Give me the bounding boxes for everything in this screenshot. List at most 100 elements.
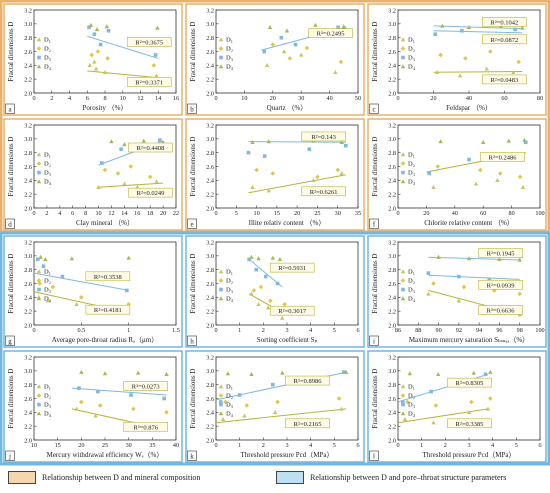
legend-entry: D₄ <box>44 296 52 303</box>
data-point <box>478 167 483 173</box>
data-point <box>488 49 493 54</box>
panel-h: 2.0 2.2 2.4 2.6 2.8 3.0 3.2 0 1 2 3 4 5 6 Fractal dime… <box>185 235 365 348</box>
legend-entry: D₄ <box>44 411 52 418</box>
data-point <box>164 371 169 376</box>
data-point <box>461 284 467 290</box>
data-point <box>74 301 79 306</box>
legend-marker <box>218 296 224 301</box>
fit-line <box>433 30 523 34</box>
x-tick-label: 40 <box>452 210 458 217</box>
legend-entry: D₄ <box>44 64 52 71</box>
legend-marker <box>36 269 42 274</box>
y-tick-label: 3.0 <box>388 253 396 260</box>
data-point <box>516 59 521 65</box>
legend-entry: D₁ <box>44 152 51 159</box>
y-tick-label: 2.4 <box>24 63 32 70</box>
panel-letter: b <box>190 106 194 114</box>
x-tick-label: 5 <box>333 442 336 449</box>
data-point <box>154 179 159 184</box>
y-tick-label: 2.8 <box>388 382 396 389</box>
x-tick-label: 1 <box>127 327 130 334</box>
data-point <box>267 24 273 29</box>
fit-line <box>215 408 347 424</box>
legend-entry: D₃ <box>226 55 233 62</box>
panel-letter-box <box>187 450 197 461</box>
data-point <box>96 184 101 189</box>
y-axis-label: Fractal dimensions D <box>7 369 15 429</box>
data-point <box>438 139 443 144</box>
data-point <box>89 52 94 58</box>
x-tick-label: 2 <box>444 442 447 449</box>
data-point <box>98 42 103 47</box>
data-point <box>141 138 146 143</box>
x-axis-label: Mercury withdrawal efficiency Wₑ（%） <box>47 451 164 459</box>
legend-entry: D₃ <box>408 55 415 62</box>
data-point <box>315 174 320 180</box>
x-tick-label: 10 <box>241 95 247 102</box>
y-tick-label: 2.0 <box>24 90 32 97</box>
r2-box <box>447 377 492 388</box>
r2-label: R²=0.3371 <box>135 79 163 86</box>
y-tick-label: 3.2 <box>24 122 32 129</box>
legend-marker <box>218 384 224 389</box>
data-point <box>311 178 316 183</box>
fit-line <box>433 25 523 30</box>
y-tick-label: 2.2 <box>24 308 32 315</box>
panel-letter: f <box>373 221 376 229</box>
x-axis-label: Sorting coefficient Sₚ <box>257 336 318 344</box>
legend-entry: D₂ <box>408 46 415 53</box>
legend-marker <box>218 393 224 398</box>
data-point <box>93 413 98 418</box>
legend-marker <box>400 152 406 157</box>
panel-g: 2.0 2.2 2.4 2.6 2.8 3.0 3.2 0 0.5 1 1.5 Fractal dim… <box>3 235 183 348</box>
panel-letter-box <box>187 218 197 229</box>
r2-label: R²=0.3017 <box>278 308 307 315</box>
x-tick-label: 96 <box>496 327 502 334</box>
data-point <box>250 184 255 189</box>
r2-label: R²=0.2495 <box>317 31 345 38</box>
x-tick-label: 12 <box>137 95 143 102</box>
r2-label: R²=0.6636 <box>487 308 516 315</box>
panel-letter: k <box>190 453 194 461</box>
y-tick-label: 3.0 <box>206 136 214 143</box>
pore-group-frame <box>0 231 550 466</box>
y-tick-label: 2.0 <box>24 437 32 444</box>
data-point <box>250 139 255 144</box>
x-tick-label: 0 <box>214 442 217 449</box>
data-point <box>37 281 42 286</box>
panel-a: 2.0 2.2 2.4 2.6 2.8 3.0 3.2 0 2 4 6 8 10 12 14 16 Fracta… <box>3 3 183 116</box>
x-tick-label: 6 <box>356 442 359 449</box>
r2-box <box>85 304 131 315</box>
data-point <box>247 257 251 262</box>
x-axis-label: Illite relativ content （%） <box>249 219 326 227</box>
y-tick-label: 2.8 <box>206 382 214 389</box>
x-tick-label: 100 <box>535 327 544 334</box>
data-point <box>431 420 436 425</box>
r2-label: R²=0.5931 <box>278 265 306 272</box>
fit-line <box>87 35 159 59</box>
data-point <box>270 42 276 47</box>
data-point <box>517 174 523 180</box>
data-point <box>460 28 464 33</box>
x-tick-label: 20 <box>78 442 84 449</box>
r2-box <box>269 262 315 273</box>
x-tick-label: 0.5 <box>77 327 85 334</box>
y-tick-label: 3.2 <box>24 239 32 246</box>
data-point <box>249 254 254 259</box>
x-tick-label: 14 <box>121 210 127 217</box>
r2-label: R²=0.1042 <box>490 19 518 26</box>
y-tick-label: 2.8 <box>24 267 32 274</box>
y-tick-label: 3.2 <box>206 122 214 129</box>
data-point <box>93 66 99 71</box>
data-point <box>520 25 525 30</box>
r2-box <box>126 37 172 47</box>
data-point <box>249 371 254 376</box>
y-tick-label: 3.0 <box>388 368 396 375</box>
data-point <box>256 256 261 261</box>
panel-letter-box <box>5 218 15 229</box>
legend-entry: D₃ <box>44 402 51 409</box>
r2-label: R²=0.0483 <box>490 77 518 84</box>
legend-entry: D₄ <box>408 64 416 71</box>
y-tick-label: 3.0 <box>24 136 32 143</box>
data-point <box>280 315 285 320</box>
